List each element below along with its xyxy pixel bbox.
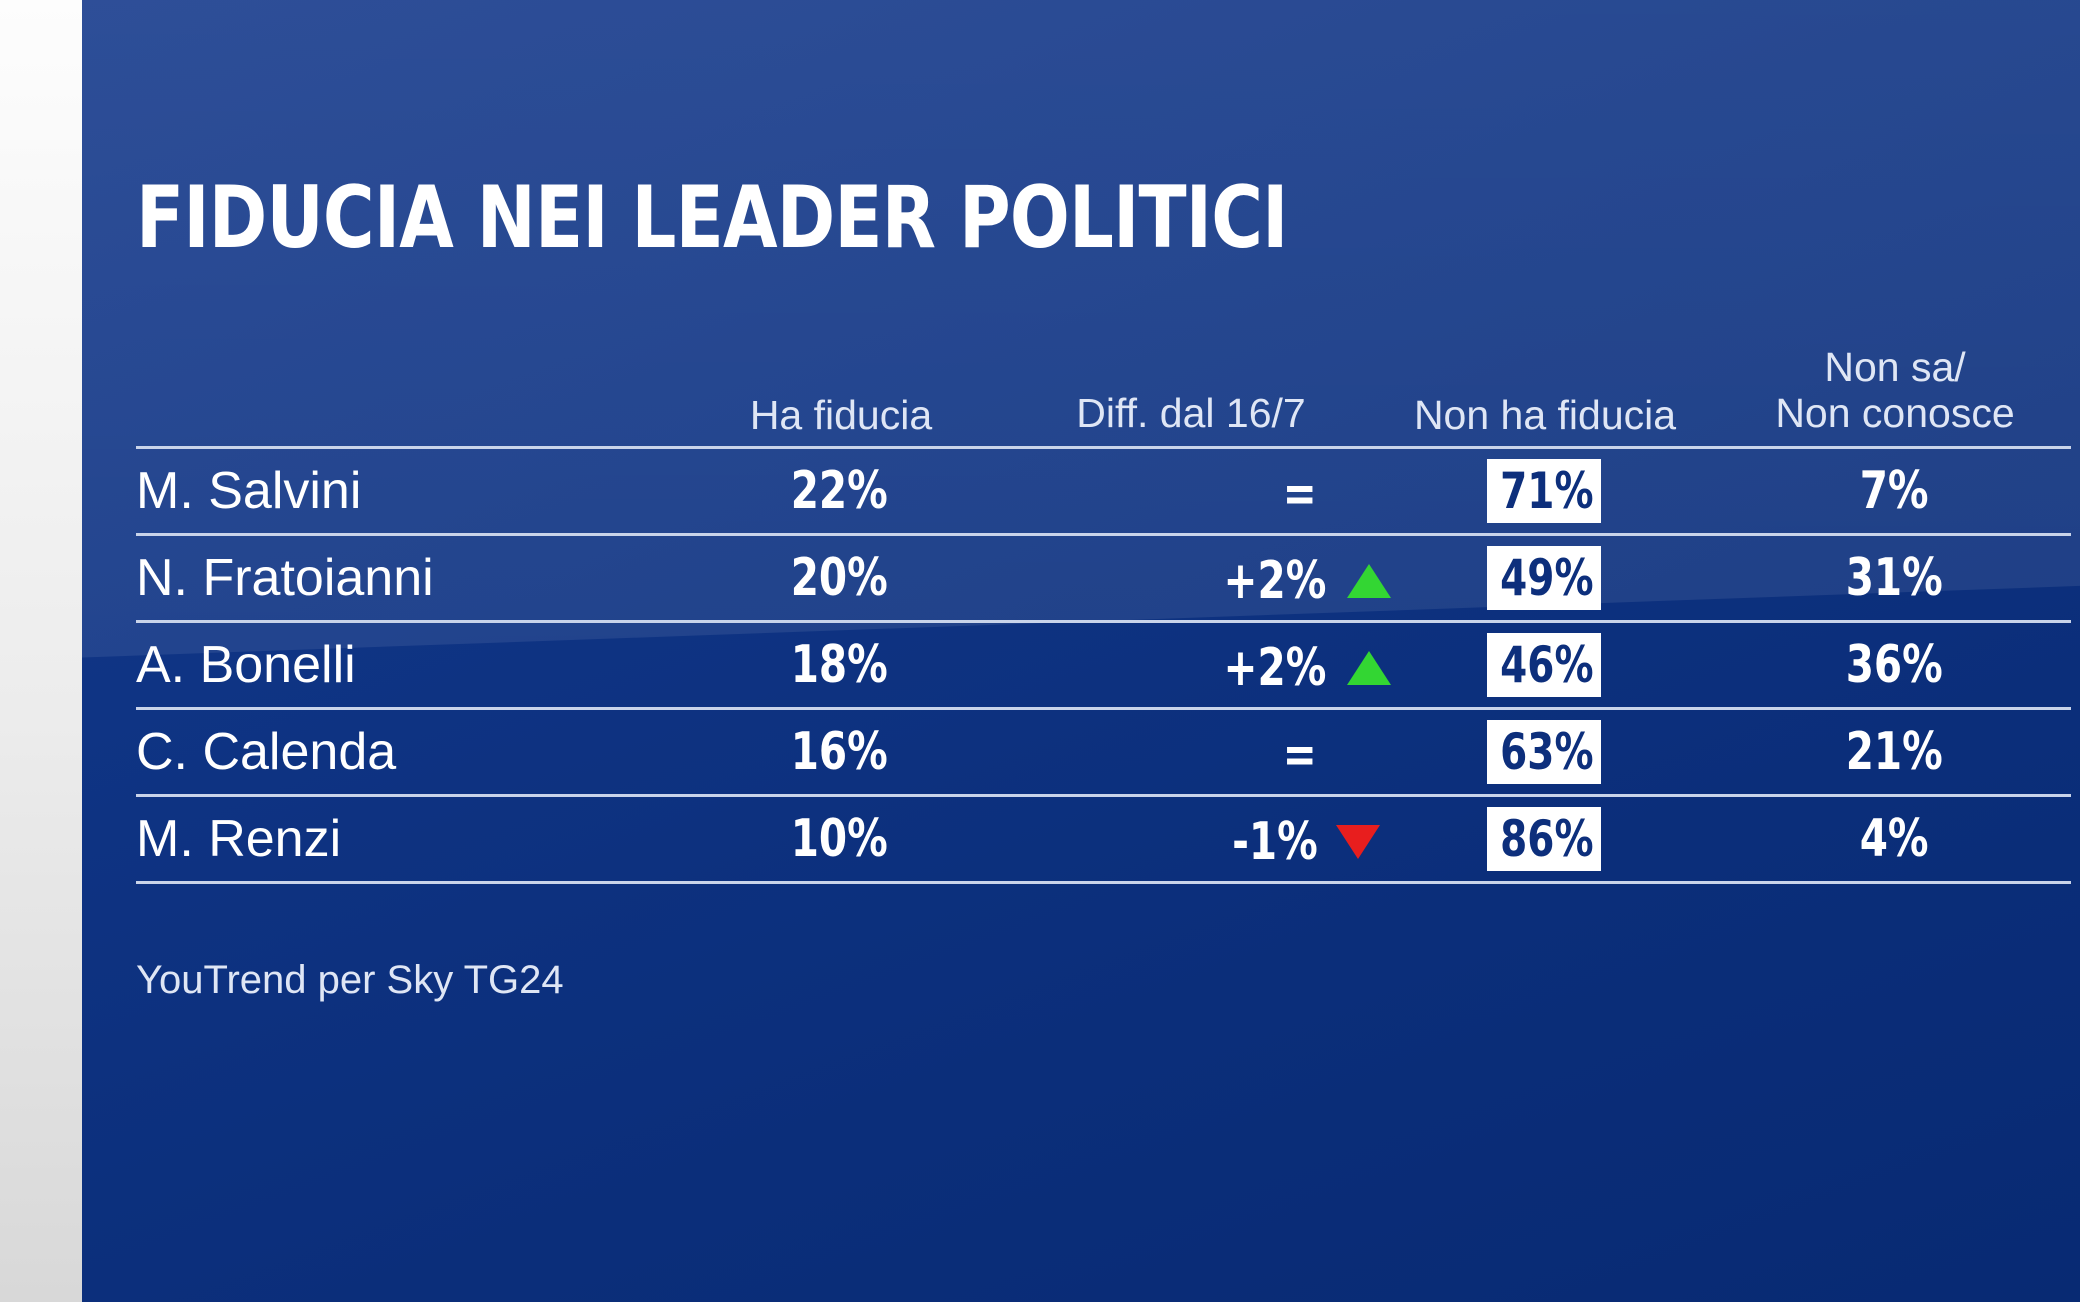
row-divider-1 bbox=[136, 533, 2071, 536]
trend-up-icon bbox=[1346, 564, 1391, 598]
table-row: M. Salvini 22% = 71% 7% bbox=[136, 449, 2071, 533]
row-divider-4 bbox=[136, 794, 2071, 797]
value-ha-fiducia: 10% bbox=[790, 809, 888, 869]
value-non-sa: 4% bbox=[1859, 809, 1929, 869]
diff-text: +2% bbox=[1223, 638, 1327, 698]
leader-name: M. Salvini bbox=[136, 462, 362, 520]
leader-name: A. Bonelli bbox=[136, 636, 356, 694]
value-ha-fiducia: 20% bbox=[790, 548, 888, 608]
value-diff: = bbox=[1190, 449, 1410, 533]
value-diff: -1% bbox=[1190, 797, 1410, 881]
value-non-sa: 36% bbox=[1845, 635, 1943, 695]
table-row: N. Fratoianni 20% +2% 49% 31% bbox=[136, 536, 2071, 620]
panel-sheen bbox=[82, 0, 2080, 658]
value-non-sa: 31% bbox=[1845, 548, 1943, 608]
row-divider-5 bbox=[136, 881, 2071, 884]
left-edge-strip bbox=[0, 0, 82, 1302]
col-header-non-sa: Non sa/ Non conosce bbox=[1775, 344, 2015, 436]
value-diff: +2% bbox=[1190, 536, 1410, 620]
leader-name: N. Fratoianni bbox=[136, 549, 434, 607]
col-header-ha-fiducia: Ha fiducia bbox=[749, 392, 933, 438]
diff-text: -1% bbox=[1232, 812, 1318, 872]
diff-text: +2% bbox=[1223, 551, 1327, 611]
value-non-ha-fiducia: 86% bbox=[1487, 807, 1601, 871]
source-credit: YouTrend per Sky TG24 bbox=[136, 958, 564, 1002]
row-divider-2 bbox=[136, 620, 2071, 623]
table-row: C. Calenda 16% = 63% 21% bbox=[136, 710, 2071, 794]
diff-text: = bbox=[1282, 725, 1317, 785]
row-divider-0 bbox=[136, 446, 2071, 449]
leader-name: M. Renzi bbox=[136, 810, 342, 868]
value-non-sa: 7% bbox=[1859, 461, 1929, 521]
trend-up-icon bbox=[1346, 651, 1391, 685]
value-ha-fiducia: 18% bbox=[790, 635, 888, 695]
value-diff: = bbox=[1190, 710, 1410, 794]
table-row: M. Renzi 10% -1% 86% 4% bbox=[136, 797, 2071, 881]
row-divider-3 bbox=[136, 707, 2071, 710]
chart-title: FIDUCIA NEI LEADER POLITICI bbox=[136, 168, 1288, 268]
value-ha-fiducia: 22% bbox=[790, 461, 888, 521]
value-non-ha-fiducia: 63% bbox=[1487, 720, 1601, 784]
col-header-diff: Diff. dal 16/7 bbox=[1076, 390, 1306, 436]
value-non-sa: 21% bbox=[1845, 722, 1943, 782]
graphic-panel bbox=[82, 0, 2080, 1302]
table-row: A. Bonelli 18% +2% 46% 36% bbox=[136, 623, 2071, 707]
trend-down-icon bbox=[1335, 825, 1380, 859]
leader-name: C. Calenda bbox=[136, 723, 397, 781]
value-ha-fiducia: 16% bbox=[790, 722, 888, 782]
diff-text: = bbox=[1282, 464, 1317, 524]
col-header-non-ha-fiducia: Non ha fiducia bbox=[1413, 392, 1677, 438]
value-non-ha-fiducia: 71% bbox=[1487, 459, 1601, 523]
value-non-ha-fiducia: 49% bbox=[1487, 546, 1601, 610]
value-diff: +2% bbox=[1190, 623, 1410, 707]
value-non-ha-fiducia: 46% bbox=[1487, 633, 1601, 697]
